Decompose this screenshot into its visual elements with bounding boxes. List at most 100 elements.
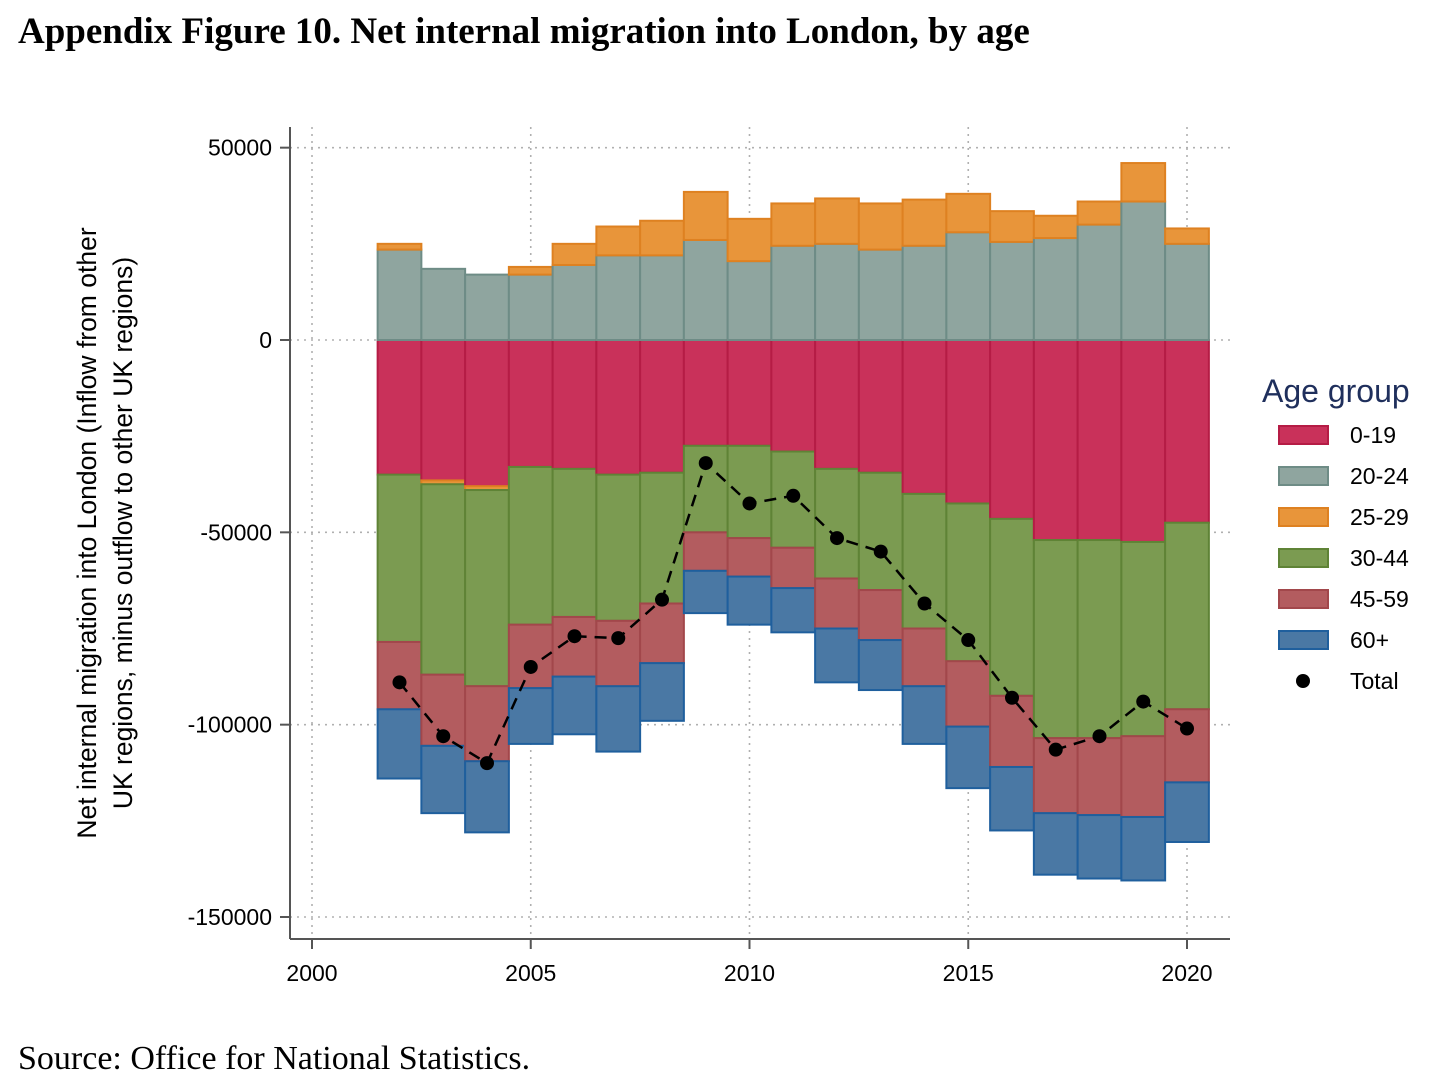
bar-60+-2020 <box>1164 781 1210 843</box>
legend-label-45-59: 45-59 <box>1350 586 1409 612</box>
bar-45-59-2004 <box>464 685 510 763</box>
bar-25-29-2017 <box>1032 214 1079 240</box>
bar-25-29-2012 <box>814 197 860 245</box>
legend-title: Age group <box>1262 373 1410 409</box>
total-point-2010 <box>742 496 757 511</box>
bar-20-24-2005 <box>507 273 554 341</box>
bar-25-29-2018 <box>1076 200 1123 226</box>
bar-0-19-2020 <box>1164 339 1210 524</box>
bar-60+-2013 <box>857 639 904 692</box>
y-tick-label: -50000 <box>200 519 272 545</box>
bar-60+-2017 <box>1032 812 1079 876</box>
bar-45-59-2010 <box>726 537 773 578</box>
bar-60+-2018 <box>1076 814 1123 880</box>
total-point-2011 <box>786 488 801 503</box>
bars <box>376 162 1210 882</box>
bar-30-44-2003 <box>420 483 467 676</box>
total-series <box>392 456 1194 771</box>
bar-25-29-2011 <box>770 202 817 247</box>
bar-60+-2002 <box>376 708 423 780</box>
bar-60+-2003 <box>420 744 467 815</box>
bar-20-24-2010 <box>726 260 773 342</box>
bar-20-24-2013 <box>857 248 904 341</box>
legend-swatch-45-59 <box>1278 589 1329 609</box>
bar-45-59-2019 <box>1120 735 1167 818</box>
bar-25-29-2007 <box>595 225 642 257</box>
bar-25-29-2014 <box>901 198 948 247</box>
y-axis-title-line: UK regions, minus outflow to other UK re… <box>108 257 138 809</box>
bar-0-19-2004 <box>464 339 510 488</box>
bar-0-19-2011 <box>770 339 817 453</box>
bar-0-19-2018 <box>1076 339 1123 542</box>
bar-20-24-2009 <box>682 238 729 341</box>
bar-60+-2019 <box>1120 815 1167 882</box>
bar-60+-2007 <box>595 685 642 753</box>
bar-20-24-2019 <box>1120 200 1167 341</box>
total-point-2006 <box>567 629 582 644</box>
bar-45-59-2013 <box>857 589 904 642</box>
legend-swatch-25-29 <box>1278 507 1329 527</box>
bar-25-29-2010 <box>726 217 773 263</box>
bar-20-24-2003 <box>420 267 467 341</box>
total-point-2009 <box>698 456 713 471</box>
bar-20-24-2006 <box>551 263 598 341</box>
bar-30-44-2020 <box>1164 521 1210 711</box>
bar-25-29-2016 <box>989 210 1035 243</box>
bar-30-44-2016 <box>989 517 1035 697</box>
legend-label-30-44: 30-44 <box>1350 545 1409 571</box>
bar-60+-2009 <box>682 569 729 615</box>
bar-0-19-2015 <box>945 339 992 505</box>
legend-label-total: Total <box>1350 668 1399 694</box>
total-point-2020 <box>1180 721 1194 736</box>
bar-45-59-2011 <box>770 546 817 590</box>
bar-30-44-2002 <box>376 473 423 643</box>
bar-20-24-2014 <box>901 244 948 341</box>
bar-60+-2005 <box>507 687 554 745</box>
axes: 50000 0 -50000 -100000 -150000 2000 2005 2010 20… <box>188 127 1230 986</box>
total-point-2008 <box>655 592 669 607</box>
bar-30-44-2007 <box>595 473 642 622</box>
bar-30-44-2008 <box>639 471 685 605</box>
y-axis-title-line: Net internal migration into London (Infl… <box>72 227 102 838</box>
bar-30-44-2017 <box>1032 539 1079 740</box>
bar-0-19-2008 <box>639 339 685 474</box>
bar-60+-2015 <box>945 725 992 790</box>
bar-60+-2010 <box>726 575 773 626</box>
y-tick-label: 50000 <box>208 135 272 161</box>
total-point-2018 <box>1092 729 1107 744</box>
bar-45-59-2007 <box>595 619 642 688</box>
bar-25-29-2015 <box>945 192 992 234</box>
bar-0-19-2019 <box>1120 339 1167 543</box>
x-tick-label: 2000 <box>286 960 337 986</box>
bar-30-44-2005 <box>507 465 554 626</box>
bar-25-29-2020 <box>1164 227 1210 245</box>
y-axis-label: Net internal migration into London (Infl… <box>72 227 138 838</box>
bar-20-24-2002 <box>376 248 423 341</box>
bar-20-24-2015 <box>945 231 992 341</box>
bar-20-24-2012 <box>814 242 860 341</box>
legend-swatch-60+ <box>1278 630 1329 650</box>
bar-20-24-2020 <box>1164 242 1210 341</box>
total-point-2016 <box>1005 690 1019 705</box>
bar-20-24-2004 <box>464 273 510 341</box>
bar-30-44-2004 <box>464 489 510 688</box>
total-point-2014 <box>917 596 932 611</box>
bar-25-29-2019 <box>1120 162 1167 203</box>
bar-45-59-2018 <box>1076 737 1123 817</box>
x-tick-label: 2005 <box>505 960 556 986</box>
total-point-2012 <box>830 531 844 546</box>
figure-title: Appendix Figure 10. Net internal migrati… <box>18 11 1030 52</box>
y-tick-label: -150000 <box>188 904 272 930</box>
bar-25-29-2009 <box>682 190 729 241</box>
bar-30-44-2006 <box>551 467 598 618</box>
total-point-2019 <box>1136 694 1151 709</box>
legend-label-20-24: 20-24 <box>1350 463 1409 489</box>
total-point-2003 <box>436 729 451 744</box>
total-point-2002 <box>392 675 407 690</box>
legend: Age group 0-19 20-24 25-29 30-44 45-59 60+ Tota… <box>1262 373 1410 694</box>
bar-0-19-2013 <box>857 339 904 474</box>
bar-30-44-2010 <box>726 444 773 540</box>
bar-25-29-2006 <box>551 242 598 266</box>
bar-30-44-2018 <box>1076 539 1123 740</box>
